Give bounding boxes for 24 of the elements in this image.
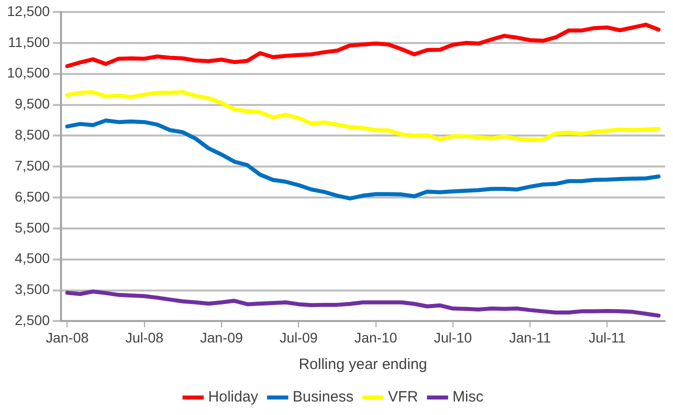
x-tick-label: Jul-08 bbox=[125, 329, 164, 346]
x-tick-label: Jul-09 bbox=[280, 329, 318, 346]
y-tick-label: 6,500 bbox=[14, 188, 50, 204]
x-axis-title: Rolling year ending bbox=[298, 356, 428, 374]
legend-label: Misc bbox=[452, 388, 484, 406]
y-tick-label: 12,500 bbox=[6, 2, 50, 19]
x-tick-label: Jul-10 bbox=[434, 329, 472, 346]
y-tick-label: 11,500 bbox=[8, 34, 50, 50]
y-tick-label: 2,500 bbox=[14, 312, 50, 328]
y-tick-label: 10,500 bbox=[6, 64, 50, 81]
y-tick-label: 5,500 bbox=[14, 219, 50, 236]
x-tick-label: Jul-11 bbox=[588, 329, 626, 346]
x-tick-label: Jan-10 bbox=[354, 329, 398, 346]
legend-label: VFR bbox=[388, 388, 418, 406]
x-tick-label: Jan-09 bbox=[200, 329, 244, 346]
y-tick-label: 4,500 bbox=[14, 250, 50, 266]
y-tick-label: 7,500 bbox=[14, 157, 50, 174]
y-tick-label: 3,500 bbox=[14, 281, 50, 298]
legend-label: Holiday bbox=[208, 388, 259, 406]
x-tick-label: Jan-11 bbox=[509, 329, 552, 346]
y-tick-label: 9,500 bbox=[14, 96, 50, 112]
legend-label: Business bbox=[292, 388, 354, 406]
x-tick-label: Jan-08 bbox=[46, 329, 89, 346]
y-tick-label: 8,500 bbox=[14, 126, 50, 143]
